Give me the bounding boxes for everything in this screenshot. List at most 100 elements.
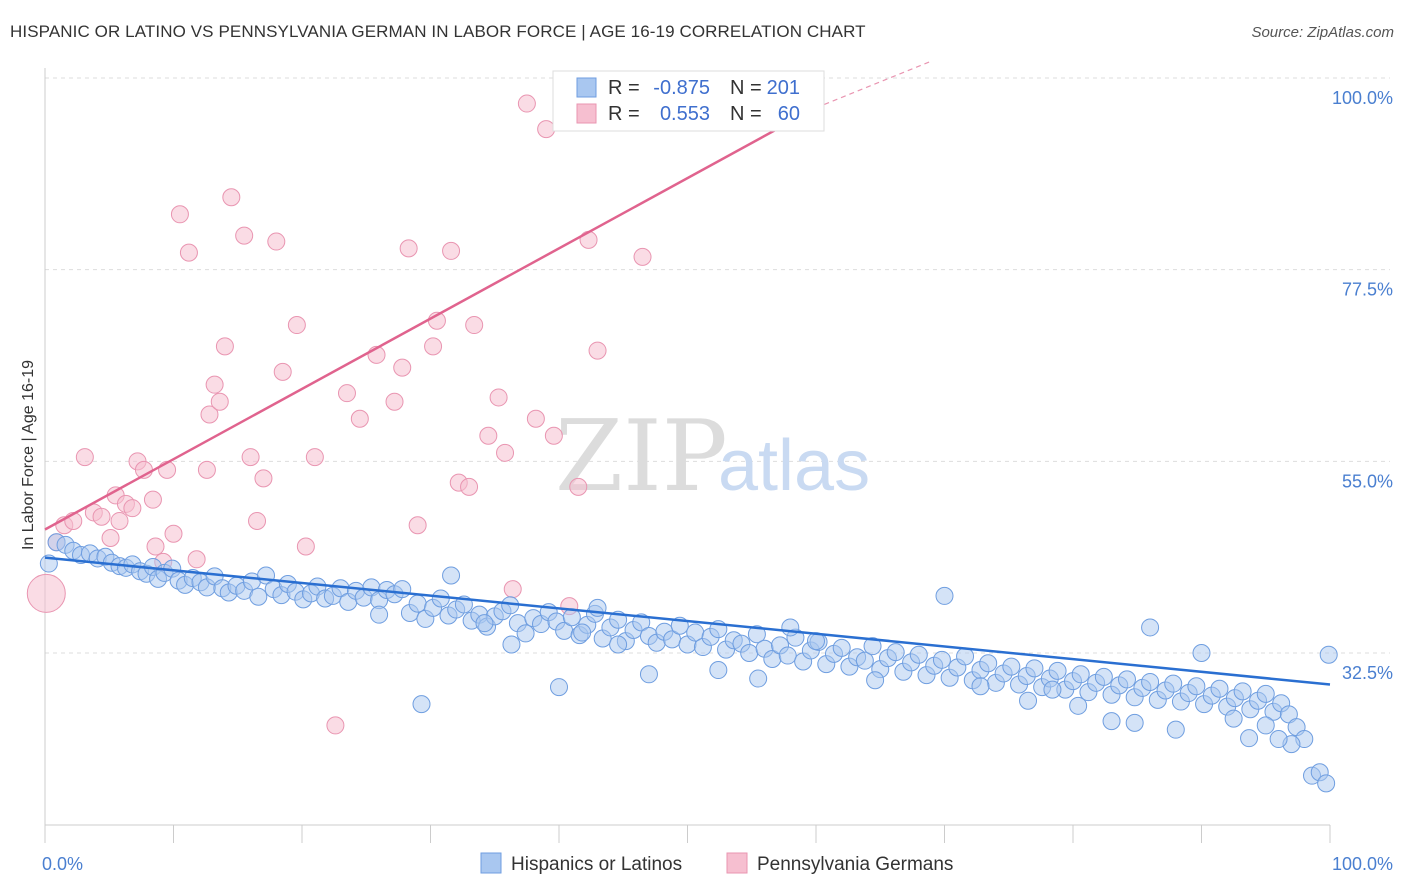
correlation-legend: R = -0.875 N = 201 R = 0.553 N = 60 — [552, 70, 825, 132]
y-tick-labels: 32.5% 55.0% 77.5% 100.0% — [1332, 88, 1393, 683]
blue-point — [639, 665, 658, 684]
pink-point — [588, 341, 607, 360]
bottom-legend-swatch-blue — [480, 852, 502, 874]
blue-point — [1224, 709, 1243, 728]
blue-point — [1048, 661, 1067, 680]
blue-point — [709, 661, 728, 680]
pink-point — [75, 448, 94, 467]
pink-point — [496, 443, 515, 462]
blue-point — [408, 594, 427, 613]
blue-point — [832, 638, 851, 657]
pink-point — [633, 247, 652, 266]
blue-point — [1166, 720, 1185, 739]
bottom-legend-label-1: Hispanics or Latinos — [511, 854, 682, 875]
blue-point — [909, 645, 928, 664]
series-legend: Hispanics or Latinos Pennsylvania German… — [480, 852, 953, 875]
blue-trendline — [44, 556, 1331, 686]
blue-point — [1141, 618, 1160, 637]
blue-point — [249, 587, 268, 606]
blue-point — [393, 580, 412, 599]
pink-point — [569, 477, 588, 496]
pink-point — [222, 188, 241, 207]
chart-title: HISPANIC OR LATINO VS PENNSYLVANIA GERMA… — [10, 22, 866, 41]
legend-r-label-2: R = — [608, 103, 640, 125]
pink-point — [326, 716, 345, 735]
legend-swatch-pink — [576, 103, 597, 124]
pink-point — [123, 499, 142, 518]
legend-n-label-2: N = — [730, 103, 762, 125]
grid-lines — [45, 77, 1390, 654]
pink-point — [110, 511, 129, 530]
blue-point — [1102, 712, 1121, 731]
blue-point — [1019, 691, 1038, 710]
blue-point — [1240, 729, 1259, 748]
blue-point — [932, 650, 951, 669]
pink-point — [200, 405, 219, 424]
pink-point — [248, 511, 267, 530]
legend-r-label-1: R = — [608, 77, 640, 99]
blue-point — [1319, 645, 1338, 664]
pink-point — [187, 550, 206, 569]
blue-point — [502, 635, 521, 654]
pink-point — [170, 205, 189, 224]
blue-point — [1256, 684, 1275, 703]
pink-point — [287, 316, 306, 335]
pink-point — [197, 460, 216, 479]
blue-point — [442, 566, 461, 585]
legend-n-value-2: 60 — [778, 103, 800, 125]
watermark-atlas: atlas — [718, 426, 870, 506]
pink-point — [92, 507, 111, 526]
trendlines — [44, 60, 1331, 686]
blue-point — [1125, 713, 1144, 732]
pink-point — [424, 337, 443, 356]
x-tick-label-1: 100.0% — [1332, 854, 1393, 874]
pink-point — [210, 392, 229, 411]
blue-series-points — [39, 533, 1338, 793]
blue-point — [1043, 680, 1062, 699]
pink-point — [537, 120, 556, 139]
blue-point — [1141, 672, 1160, 691]
pink-point — [146, 537, 165, 556]
blue-point — [886, 643, 905, 662]
blue-point — [1025, 659, 1044, 678]
blue-point — [935, 586, 954, 605]
bottom-legend-swatch-pink — [726, 852, 748, 874]
pink-point — [442, 241, 461, 260]
x-tick-labels: 0.0% 100.0% — [42, 854, 1393, 874]
x-tick-label-0: 0.0% — [42, 854, 83, 874]
pink-point — [399, 239, 418, 258]
legend-swatch-blue — [576, 77, 597, 98]
pink-point — [254, 469, 273, 488]
blue-point — [1256, 716, 1275, 735]
pink-point — [579, 230, 598, 249]
pink-trendline — [44, 106, 817, 531]
pink-trendline-extension — [815, 60, 932, 109]
legend-r-value-2: 0.553 — [660, 103, 710, 125]
blue-point — [1317, 774, 1336, 793]
pink-point — [337, 384, 356, 403]
pink-point — [385, 392, 404, 411]
pink-point — [526, 409, 545, 428]
pink-point — [544, 426, 563, 445]
watermark-zip: ZIP — [555, 400, 728, 514]
pink-point — [408, 516, 427, 535]
blue-point — [855, 651, 874, 670]
y-tick-label-2: 77.5% — [1342, 280, 1393, 300]
pink-point — [267, 232, 286, 251]
blue-point — [516, 624, 535, 643]
axes — [44, 68, 1331, 843]
watermark: ZIP atlas — [555, 400, 870, 514]
blue-point — [412, 695, 431, 714]
pink-point — [205, 375, 224, 394]
pink-point — [465, 316, 484, 335]
pink-point — [179, 243, 198, 262]
legend-box — [552, 70, 825, 132]
blue-point — [1192, 644, 1211, 662]
y-tick-label-0: 32.5% — [1342, 663, 1393, 683]
pink-point — [489, 388, 508, 407]
blue-point — [1210, 679, 1229, 698]
y-tick-label-3: 100.0% — [1332, 88, 1393, 108]
pink-point — [215, 337, 234, 356]
blue-point — [1069, 696, 1088, 715]
